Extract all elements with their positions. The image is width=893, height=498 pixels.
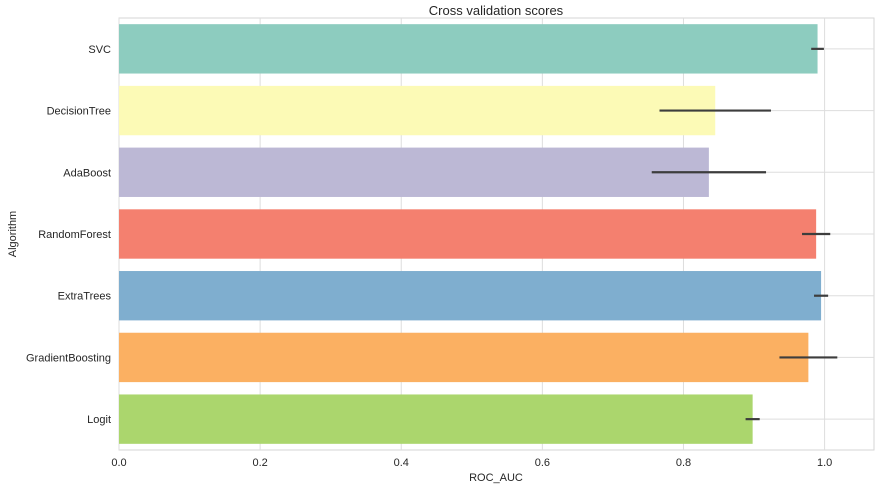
bar-randomforest <box>119 209 817 259</box>
y-axis-label: Algorithm <box>7 211 19 257</box>
bars <box>119 24 822 444</box>
bar-decisiontree <box>119 85 716 136</box>
x-tick-label: 0.6 <box>535 457 550 469</box>
x-tick-labels: 0.0 0.2 0.4 0.6 0.8 1.0 <box>111 457 832 469</box>
x-tick-label: 1.0 <box>817 457 832 469</box>
x-tick-label: 0.8 <box>676 457 691 469</box>
category-label: AdaBoost <box>63 167 111 179</box>
bar-adaboost <box>119 147 709 197</box>
category-label: RandomForest <box>38 229 111 241</box>
category-label: ExtraTrees <box>58 291 112 303</box>
category-label: DecisionTree <box>47 106 111 118</box>
y-tick-labels: SVC DecisionTree AdaBoost RandomForest Extra… <box>26 44 111 426</box>
error-bars <box>651 47 838 421</box>
x-axis-label: ROC_AUC <box>469 472 523 484</box>
category-label: SVC <box>88 44 111 56</box>
bar-svc <box>119 24 818 74</box>
x-tick-label: 0.4 <box>394 457 409 469</box>
category-label: Logit <box>87 414 111 426</box>
category-label: GradientBoosting <box>26 352 111 364</box>
bar-extratrees <box>119 271 822 321</box>
bar-logit <box>119 394 753 444</box>
x-tick-label: 0.2 <box>252 457 267 469</box>
bar-gradientboosting <box>119 332 809 383</box>
x-tick-label: 0.0 <box>111 457 126 469</box>
chart-title: Cross validation scores <box>429 3 564 18</box>
